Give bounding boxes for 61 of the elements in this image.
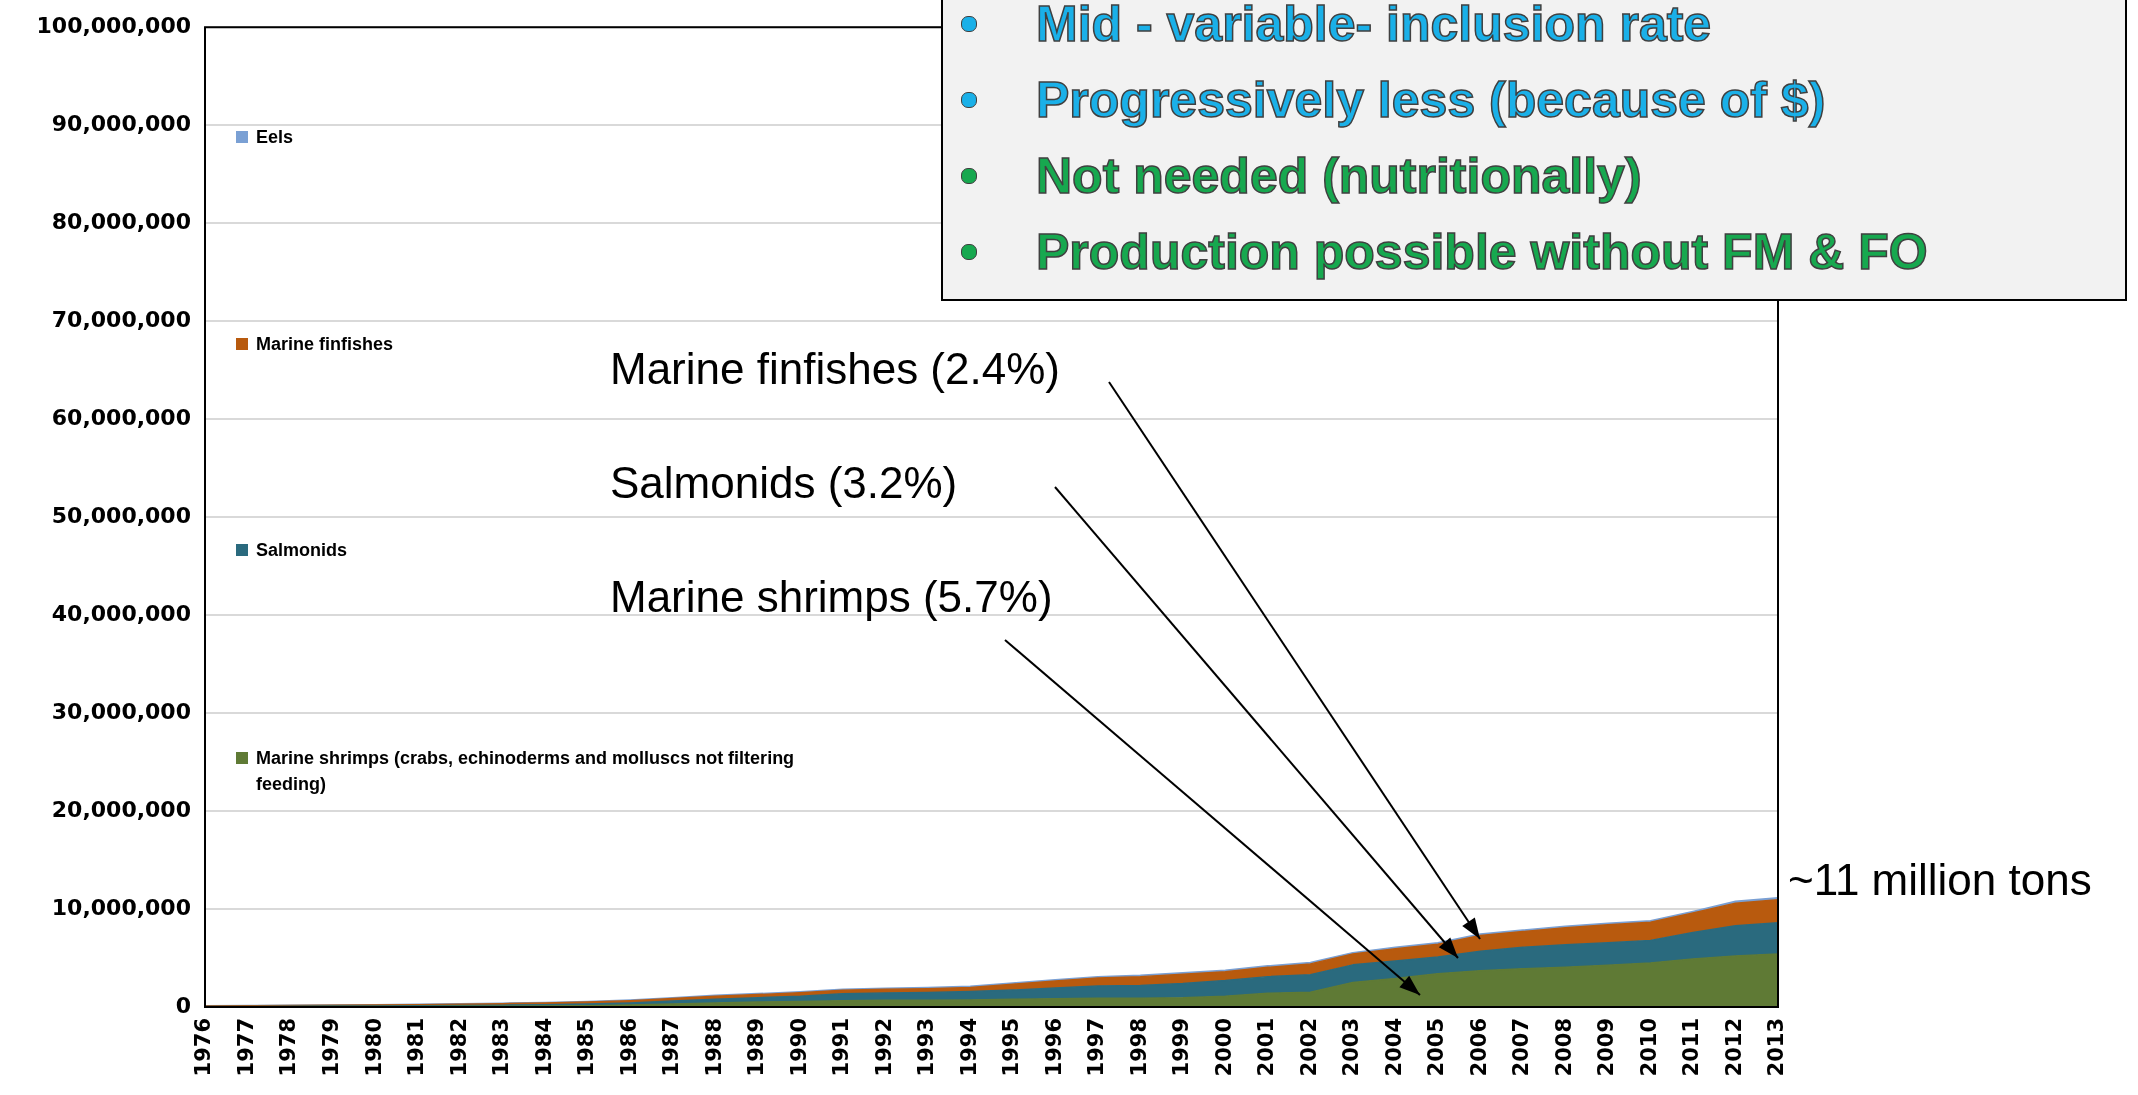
y-tick-label: 20,000,000 [51, 796, 191, 822]
annotation: Mid - variable- inclusion rate [1036, 0, 1712, 54]
legend-label: Salmonids [256, 539, 348, 562]
x-tick-label: 1977 [233, 1018, 258, 1077]
y-tick-label: 30,000,000 [51, 698, 191, 724]
x-tick-label: 1997 [1084, 1018, 1109, 1077]
x-tick-label: 1992 [871, 1018, 896, 1077]
x-tick-label: 1981 [404, 1018, 429, 1077]
x-tick-label: 2002 [1296, 1018, 1321, 1077]
y-tick-label: 50,000,000 [51, 502, 191, 528]
y-tick-label: 60,000,000 [51, 404, 191, 430]
x-tick-label: 2012 [1721, 1018, 1746, 1077]
x-tick-label: 1990 [786, 1018, 811, 1077]
x-tick-label: 1976 [191, 1018, 216, 1077]
x-tick-label: 2011 [1679, 1018, 1704, 1077]
x-tick-label: 2013 [1764, 1018, 1789, 1077]
annotation: Marine finfishes (2.4%) [610, 344, 1060, 394]
x-tick-label: 1991 [829, 1018, 854, 1077]
legend-label: Marine finfishes [256, 333, 394, 356]
y-tick-label: 100,000,000 [36, 12, 191, 38]
x-tick-label: 2004 [1381, 1018, 1406, 1077]
x-tick-label: 2003 [1339, 1018, 1364, 1077]
y-tick-label: 10,000,000 [51, 894, 191, 920]
y-tick-label: 0 [175, 992, 191, 1018]
x-tick-label: 2001 [1254, 1018, 1279, 1077]
x-tick-label: 2006 [1466, 1018, 1491, 1077]
x-tick-label: 1994 [956, 1018, 981, 1077]
x-tick-label: 1996 [1041, 1018, 1066, 1077]
x-tick-label: 2010 [1636, 1018, 1661, 1077]
y-tick-label: 70,000,000 [51, 306, 191, 332]
x-tick-label: 1978 [276, 1018, 301, 1077]
x-tick-label: 1982 [446, 1018, 471, 1077]
x-tick-label: 2008 [1551, 1018, 1576, 1077]
x-tick-label: 1987 [659, 1018, 684, 1077]
legend-label: Eels [256, 126, 294, 149]
x-tick-label: 1995 [999, 1018, 1024, 1077]
x-tick-label: 1999 [1169, 1018, 1194, 1077]
annotation: Salmonids (3.2%) [610, 458, 958, 508]
x-tick-label: 2007 [1509, 1018, 1534, 1077]
y-tick-label: 40,000,000 [51, 600, 191, 626]
legend-label: Marine shrimps (crabs, echinoderms and molluscs not filtering feeding) [256, 747, 796, 796]
x-tick-label: 1986 [616, 1018, 641, 1077]
x-tick-label: 1998 [1126, 1018, 1151, 1077]
x-tick-label: 1988 [701, 1018, 726, 1077]
annotation: Progressively less (because of $) [1036, 71, 1826, 130]
annotation: Not needed (nutritionally) [1036, 147, 1642, 206]
y-tick-label: 80,000,000 [51, 208, 191, 234]
x-tick-label: 1980 [361, 1018, 386, 1077]
x-tick-label: 2009 [1594, 1018, 1619, 1077]
x-tick-label: 2000 [1211, 1018, 1236, 1077]
x-tick-label: 1985 [574, 1018, 599, 1077]
annotation: Marine shrimps (5.7%) [610, 572, 1053, 622]
y-tick-label: 90,000,000 [51, 110, 191, 136]
x-tick-label: 1979 [318, 1018, 343, 1077]
x-tick-label: 1989 [744, 1018, 769, 1077]
x-tick-label: 2005 [1424, 1018, 1449, 1077]
x-tick-label: 1993 [914, 1018, 939, 1077]
text: ~11 million tons [1788, 855, 2092, 905]
x-tick-label: 1984 [531, 1018, 556, 1077]
x-tick-label: 1983 [489, 1018, 514, 1077]
annotation: Production possible without FM & FO [1036, 223, 1928, 282]
